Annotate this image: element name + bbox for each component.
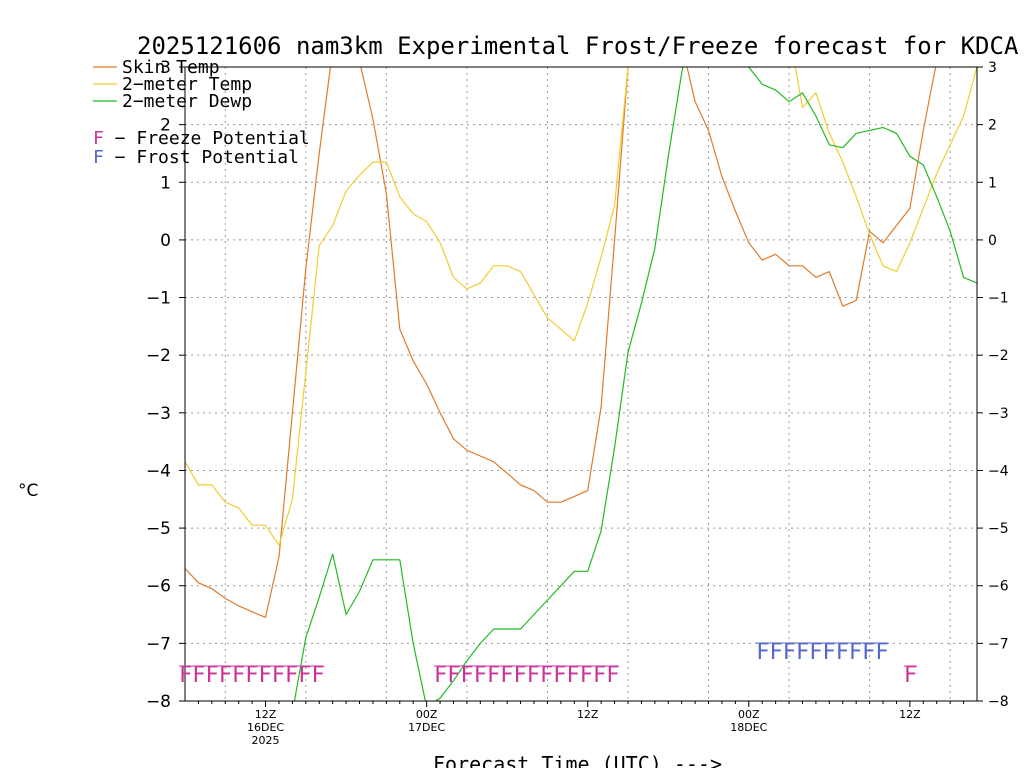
y-tick-label-right: −1 xyxy=(988,291,1009,307)
x-tick-label: 12Z xyxy=(577,708,599,721)
series-line-2-meter-temp xyxy=(185,67,977,547)
y-axis-label: °C xyxy=(18,481,38,501)
legend-label: Skin Temp xyxy=(122,57,220,78)
y-tick-label-left: −6 xyxy=(146,577,171,597)
chart-title: 2025121606 nam3km Experimental Frost/Fre… xyxy=(137,32,1019,60)
y-tick-label-left: −2 xyxy=(146,346,171,366)
y-tick-label-left: 0 xyxy=(160,231,171,251)
y-tick-label-right: −6 xyxy=(988,579,1009,595)
y-tick-label-right: −3 xyxy=(988,406,1009,422)
y-tick-label-right: 1 xyxy=(988,175,997,191)
y-tick-label-left: −1 xyxy=(146,289,171,309)
y-tick-label-right: 3 xyxy=(988,60,997,76)
y-tick-label-right: 2 xyxy=(988,118,997,134)
y-tick-label-left: −3 xyxy=(146,404,171,424)
legend-label: 2−meter Dewp xyxy=(122,91,252,112)
x-tick-label: 2025 xyxy=(252,734,280,747)
series-line-2-meter-dewp xyxy=(293,67,977,701)
potential-flags: FFFFFFFFFFF FFFFFFFFFFFFFF FFFFFFFFFFF xyxy=(179,640,917,688)
y-tick-label-left: 1 xyxy=(160,173,171,193)
plot-frame xyxy=(184,66,978,702)
x-tick-label: 12Z xyxy=(255,708,277,721)
y-tick-label-right: 0 xyxy=(988,233,997,249)
y-tick-label-right: −4 xyxy=(988,463,1009,479)
y-axis-right: −8 −7 −6 −5 −4 −3 −2 −1 0 1 2 3 xyxy=(977,60,1009,710)
y-tick-label-left: −8 xyxy=(146,692,171,712)
x-axis-label: Forecast Time (UTC) ---> xyxy=(433,752,722,768)
y-tick-label-left: 2 xyxy=(160,116,171,136)
y-axis-left: −8 −7 −6 −5 −4 −3 −2 −1 0 1 2 3 xyxy=(146,58,185,712)
x-tick-label: 16DEC xyxy=(247,721,284,734)
freeze-flag: FFFFFFFFFFFFFF xyxy=(434,663,619,688)
potential-legend-entry: F − Frost Potential xyxy=(93,147,299,168)
potential-legend-entry: F − Freeze Potential xyxy=(93,128,310,149)
frost-flag: FFFFFFFFFF xyxy=(756,640,888,665)
y-tick-label-right: −5 xyxy=(988,521,1009,537)
freeze-flag: F xyxy=(904,663,917,688)
freeze-flag: FFFFFFFFFFF xyxy=(179,663,325,688)
x-tick-label: 12Z xyxy=(899,708,921,721)
x-tick-label: 00Z xyxy=(416,708,438,721)
series-line-skin-temp xyxy=(185,67,937,619)
y-tick-label-right: −8 xyxy=(988,694,1009,710)
legend-label: 2−meter Temp xyxy=(122,74,252,95)
x-tick-label: 18DEC xyxy=(730,721,767,734)
y-tick-label-right: −7 xyxy=(988,636,1009,652)
x-tick-label: 17DEC xyxy=(408,721,445,734)
y-tick-label-left: −7 xyxy=(146,634,171,654)
grid xyxy=(185,67,977,701)
y-tick-label-left: −4 xyxy=(146,461,171,481)
x-tick-label: 00Z xyxy=(738,708,760,721)
series-group xyxy=(185,67,977,701)
y-tick-label-left: −5 xyxy=(146,519,171,539)
y-tick-label-left: 3 xyxy=(160,58,171,78)
y-tick-label-right: −2 xyxy=(988,348,1009,364)
